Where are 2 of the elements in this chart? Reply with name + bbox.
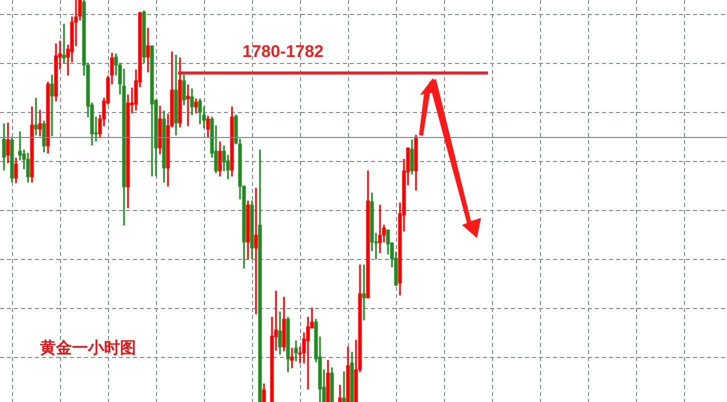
annotation: 黄金一小时图 — [40, 338, 136, 359]
annotation: 1780-1782 — [242, 42, 324, 61]
